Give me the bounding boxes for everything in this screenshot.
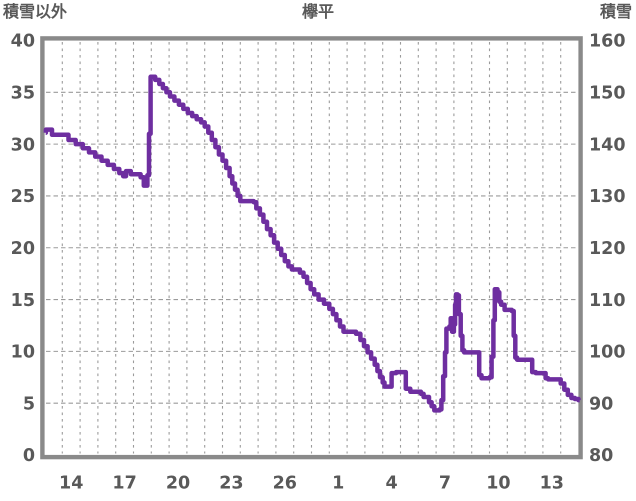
- x-tick-label: 13: [540, 474, 564, 494]
- x-tick-label: 14: [59, 474, 83, 494]
- y-right-tick-label: 140: [589, 135, 626, 155]
- y-left-tick-label: 15: [11, 291, 35, 311]
- y-right-tick-label: 110: [589, 291, 626, 311]
- y-left-tick-label: 25: [11, 187, 35, 207]
- y-left-tick-label: 0: [23, 446, 35, 466]
- x-tick-label: 7: [439, 474, 451, 494]
- y-left-tick-label: 20: [11, 239, 35, 259]
- y-left-tick-label: 40: [11, 32, 35, 52]
- y-left-tick-label: 30: [11, 135, 35, 155]
- x-tick-label: 20: [166, 474, 190, 494]
- x-tick-label: 23: [219, 474, 243, 494]
- chart-title: 欅平: [301, 2, 334, 21]
- x-tick-label: 4: [386, 474, 398, 494]
- x-tick-label: 17: [112, 474, 136, 494]
- y-left-tick-label: 10: [11, 343, 35, 363]
- right-axis-title: 積雪: [599, 2, 632, 21]
- x-tick-label: 10: [486, 474, 510, 494]
- x-tick-label: 26: [273, 474, 297, 494]
- y-right-tick-label: 130: [589, 187, 626, 207]
- series-line: [43, 74, 581, 413]
- y-right-tick-label: 160: [589, 32, 626, 52]
- y-left-tick-label: 5: [23, 394, 35, 414]
- plot-frame: [40, 36, 583, 460]
- y-right-tick-label: 80: [589, 446, 613, 466]
- y-right-tick-label: 100: [589, 343, 626, 363]
- left-axis-title: 積雪以外: [3, 2, 68, 21]
- y-right-tick-label: 90: [589, 394, 613, 414]
- y-left-tick-label: 35: [11, 84, 35, 104]
- y-right-tick-label: 120: [589, 239, 626, 259]
- x-tick-label: 1: [332, 474, 344, 494]
- y-right-tick-label: 150: [589, 84, 626, 104]
